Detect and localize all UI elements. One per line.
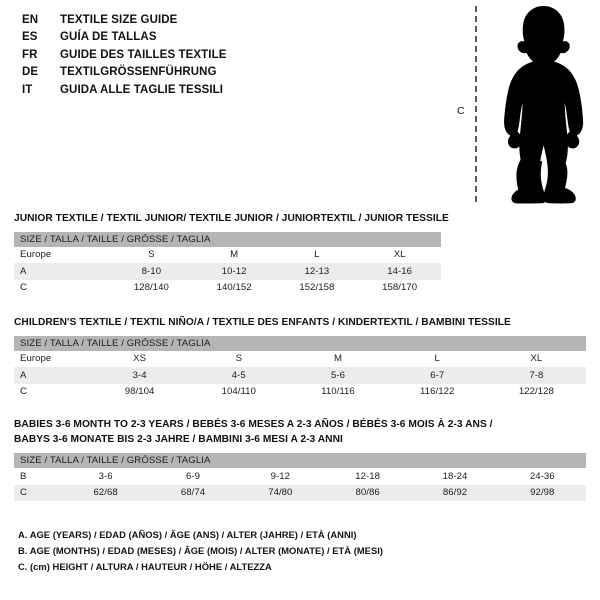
childrens-table-caption: CHILDREN'S TEXTILE / TEXTIL NIÑO/A / TEX… bbox=[14, 317, 511, 328]
junior-table-header-band: SIZE / TALLA / TAILLE / GRÖSSE / TAGLIA bbox=[14, 231, 441, 247]
row-label: B bbox=[20, 470, 27, 482]
table-cell: 12-18 bbox=[355, 470, 381, 482]
table-cell: 140/152 bbox=[216, 282, 252, 294]
table-cell: XL bbox=[530, 353, 543, 365]
height-axis-label: C bbox=[457, 105, 465, 117]
table-row: Europe S M L XL bbox=[14, 246, 441, 263]
table-row: B 3-6 6-9 9-12 12-18 18-24 24-36 bbox=[14, 468, 586, 485]
legend-line-a: A. AGE (YEARS) / EDAD (AÑOS) / ÂGE (ANS)… bbox=[18, 529, 357, 540]
legend-block: A. AGE (YEARS) / EDAD (AÑOS) / ÂGE (ANS)… bbox=[18, 527, 488, 575]
childrens-textile-table: CHILDREN'S TEXTILE / TEXTIL NIÑO/A / TEX… bbox=[14, 316, 586, 400]
table-cell: 86/92 bbox=[442, 487, 468, 499]
title-text-it: GUIDA ALLE TAGLIE TESSILI bbox=[60, 83, 224, 96]
table-cell: 12-13 bbox=[304, 265, 330, 277]
table-cell: 7-8 bbox=[529, 369, 544, 381]
title-row: EN TEXTILE SIZE GUIDE bbox=[22, 14, 422, 31]
row-label: A bbox=[20, 369, 27, 381]
table-cell: S bbox=[235, 353, 243, 365]
babies-textile-table: BABIES 3-6 MONTH TO 2-3 YEARS / BEBÉS 3-… bbox=[14, 417, 586, 501]
title-text-en: TEXTILE SIZE GUIDE bbox=[60, 14, 178, 26]
multilingual-title-list: EN TEXTILE SIZE GUIDE ES GUÍA DE TALLAS … bbox=[22, 14, 422, 101]
table-cell: 104/110 bbox=[221, 386, 256, 398]
title-row: FR GUIDE DES TAILLES TEXTILE bbox=[22, 49, 422, 66]
title-text-fr: GUIDE DES TAILLES TEXTILE bbox=[60, 48, 227, 61]
toddler-silhouette-icon bbox=[504, 6, 584, 204]
table-cell: 3-4 bbox=[132, 369, 147, 381]
table-cell: 92/98 bbox=[530, 487, 555, 499]
babies-caption-line-1: BABIES 3-6 MONTH TO 2-3 YEARS / BEBÉS 3-… bbox=[14, 419, 493, 430]
language-code-fr: FR bbox=[22, 48, 38, 61]
row-label: Europe bbox=[20, 353, 52, 365]
table-cell: 158/170 bbox=[382, 282, 418, 294]
table-cell: 10-12 bbox=[221, 265, 247, 277]
table-cell: 62/68 bbox=[93, 487, 118, 499]
table-cell: 110/116 bbox=[321, 386, 355, 398]
height-dashed-line bbox=[475, 6, 477, 202]
table-cell: 24-36 bbox=[529, 470, 555, 482]
title-row: DE TEXTILGRÖSSENFÜHRUNG bbox=[22, 66, 422, 83]
table-cell: 80/86 bbox=[355, 487, 380, 499]
language-code-en: EN bbox=[22, 14, 39, 26]
row-label: C bbox=[20, 282, 27, 294]
title-row: IT GUIDA ALLE TAGLIE TESSILI bbox=[22, 84, 422, 101]
table-cell: 122/128 bbox=[518, 386, 554, 398]
table-row: Europe XS S M L XL bbox=[14, 350, 586, 367]
table-cell: L bbox=[434, 353, 440, 365]
babies-table-header-band: SIZE / TALLA / TAILLE / GRÖSSE / TAGLIA bbox=[14, 453, 586, 468]
table-cell: 98/104 bbox=[124, 386, 155, 398]
table-cell: 4-5 bbox=[231, 369, 246, 381]
legend-line-c: C. (cm) HEIGHT / ALTURA / HAUTEUR / HÖHE… bbox=[18, 561, 272, 572]
table-row: A 8-10 10-12 12-13 14-16 bbox=[14, 263, 441, 280]
table-cell: L bbox=[314, 249, 320, 261]
language-code-es: ES bbox=[22, 31, 38, 44]
row-label: A bbox=[20, 265, 27, 277]
table-row: A 3-4 4-5 5-6 6-7 7-8 bbox=[14, 367, 586, 384]
height-measurement-figure: C bbox=[440, 0, 600, 208]
table-cell: 5-6 bbox=[330, 369, 346, 381]
junior-table-caption: JUNIOR TEXTILE / TEXTIL JUNIOR/ TEXTILE … bbox=[14, 213, 449, 224]
table-cell: 116/122 bbox=[420, 386, 455, 398]
row-label: C bbox=[20, 386, 27, 398]
table-cell: 18-24 bbox=[442, 470, 468, 482]
language-code-de: DE bbox=[22, 66, 39, 79]
table-cell: 68/74 bbox=[180, 487, 206, 499]
table-cell: 6-7 bbox=[430, 369, 445, 381]
table-cell: 8-10 bbox=[141, 265, 162, 277]
legend-line-b: B. AGE (MONTHS) / EDAD (MESES) / ÂGE (MO… bbox=[18, 545, 383, 556]
row-label: Europe bbox=[20, 249, 52, 261]
table-cell: 14-16 bbox=[387, 265, 413, 277]
title-row: ES GUÍA DE TALLAS bbox=[22, 31, 422, 48]
table-row: C 98/104 104/110 110/116 116/122 122/128 bbox=[14, 383, 586, 400]
table-cell: M bbox=[230, 249, 239, 261]
table-cell: 152/158 bbox=[299, 282, 335, 294]
table-cell: XS bbox=[133, 353, 147, 365]
row-label: C bbox=[20, 487, 27, 499]
junior-textile-table: JUNIOR TEXTILE / TEXTIL JUNIOR/ TEXTILE … bbox=[14, 212, 449, 296]
table-cell: 3-6 bbox=[98, 470, 113, 482]
table-row: C 62/68 68/74 74/80 80/86 86/92 92/98 bbox=[14, 484, 586, 501]
table-cell: S bbox=[148, 249, 155, 261]
header-block: EN TEXTILE SIZE GUIDE ES GUÍA DE TALLAS … bbox=[0, 0, 600, 210]
title-text-es: GUÍA DE TALLAS bbox=[60, 31, 157, 44]
table-cell: M bbox=[333, 353, 343, 365]
title-text-de: TEXTILGRÖSSENFÜHRUNG bbox=[60, 66, 217, 79]
language-code-it: IT bbox=[22, 83, 33, 96]
childrens-table-header-band: SIZE / TALLA / TAILLE / GRÖSSE / TAGLIA bbox=[14, 335, 586, 351]
table-cell: XL bbox=[393, 249, 406, 261]
table-cell: 6-9 bbox=[185, 470, 200, 482]
table-cell: 74/80 bbox=[268, 487, 293, 499]
table-cell: 128/140 bbox=[133, 282, 169, 294]
babies-table-caption: BABIES 3-6 MONTH TO 2-3 YEARS / BEBÉS 3-… bbox=[14, 417, 586, 447]
table-row: C 128/140 140/152 152/158 158/170 bbox=[14, 279, 441, 296]
table-cell: 9-12 bbox=[270, 470, 291, 482]
babies-caption-line-2: BABYS 3-6 MONATE BIS 2-3 JAHRE / BAMBINI… bbox=[14, 434, 343, 445]
